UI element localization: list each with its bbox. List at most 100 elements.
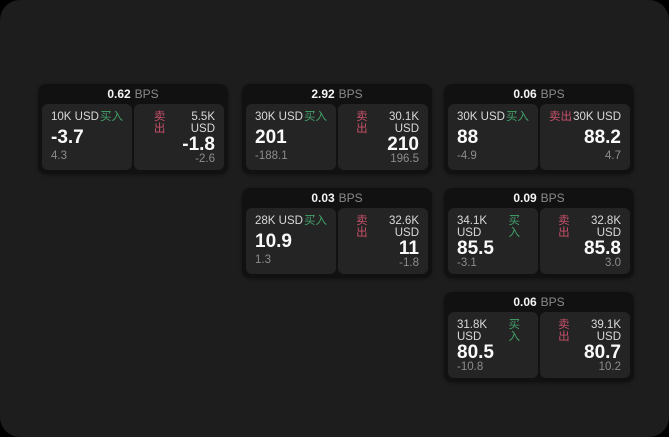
- buy-delta: 1.3: [255, 253, 271, 266]
- buy-quote-panel[interactable]: 28K USD 买入 10.9 1.3: [246, 208, 336, 274]
- buy-quote-panel[interactable]: 10K USD 买入 -3.7 4.3: [42, 104, 132, 170]
- sell-amount: 32.8K USD: [590, 215, 621, 239]
- sell-amount: 5.5K USD: [190, 111, 215, 135]
- bps-unit-label: BPS: [338, 87, 363, 101]
- spread-card: 0.06 BPS 31.8K USD 买入 80.5 -10.8 卖出 39.1…: [444, 292, 634, 382]
- buy-delta: -4.9: [457, 149, 477, 162]
- buy-panel-header: 28K USD 买入: [255, 215, 327, 228]
- spread-value: 0.03: [311, 191, 335, 205]
- spread-card: 2.92 BPS 30K USD 买入 201 -188.1 卖出 30.1K …: [242, 84, 432, 174]
- sell-side-label: 卖出: [558, 319, 570, 343]
- quote-panels: 30K USD 买入 201 -188.1 卖出 30.1K USD 210 1…: [242, 104, 432, 174]
- spread-header: 0.06 BPS: [444, 84, 634, 104]
- sell-quote-panel[interactable]: 卖出 30K USD 88.2 4.7: [540, 104, 630, 170]
- sell-panel-header: 卖出 30K USD: [549, 111, 621, 124]
- sell-amount: 30.1K USD: [388, 111, 419, 135]
- quote-panels: 34.1K USD 买入 85.5 -3.1 卖出 32.8K USD 85.8…: [444, 208, 634, 278]
- sell-delta: 10.2: [598, 361, 621, 373]
- spread-header: 0.62 BPS: [38, 84, 228, 104]
- bps-unit-label: BPS: [540, 295, 565, 309]
- buy-side-label: 买入: [100, 111, 123, 123]
- sell-delta: -1.8: [399, 257, 419, 269]
- buy-price: 80.5: [457, 342, 494, 363]
- bps-unit-label: BPS: [540, 87, 565, 101]
- buy-amount: 30K USD: [457, 111, 505, 123]
- bps-unit-label: BPS: [540, 191, 565, 205]
- quote-panels: 31.8K USD 买入 80.5 -10.8 卖出 39.1K USD 80.…: [444, 312, 634, 382]
- buy-delta: -188.1: [255, 149, 288, 162]
- sell-amount: 39.1K USD: [590, 319, 621, 343]
- sell-price: 11: [398, 238, 419, 259]
- buy-price: 10.9: [255, 230, 292, 252]
- sell-side-label: 卖出: [153, 111, 166, 135]
- buy-price: 85.5: [457, 238, 494, 259]
- sell-delta: -2.6: [195, 153, 215, 165]
- quote-panels: 10K USD 买入 -3.7 4.3 卖出 5.5K USD -1.8 -2.…: [38, 104, 228, 174]
- sell-delta: 196.5: [390, 153, 419, 165]
- spread-card: 0.06 BPS 30K USD 买入 88 -4.9 卖出 30K USD 8…: [444, 84, 634, 174]
- buy-amount: 28K USD: [255, 215, 303, 227]
- sell-delta: 4.7: [605, 149, 621, 162]
- spread-value: 2.92: [311, 87, 335, 101]
- sell-side-label: 卖出: [558, 215, 570, 239]
- bps-unit-label: BPS: [338, 191, 363, 205]
- buy-quote-panel[interactable]: 30K USD 买入 201 -188.1: [246, 104, 336, 170]
- spread-value: 0.06: [513, 295, 537, 309]
- sell-panel-header: 卖出 39.1K USD: [549, 319, 621, 343]
- buy-delta: -3.1: [457, 257, 477, 269]
- buy-panel-header: 30K USD 买入: [457, 111, 529, 124]
- sell-price: -1.8: [182, 134, 215, 155]
- buy-quote-panel[interactable]: 34.1K USD 买入 85.5 -3.1: [448, 208, 538, 274]
- sell-amount: 32.6K USD: [388, 215, 419, 239]
- buy-amount: 10K USD: [51, 111, 99, 123]
- buy-price: 201: [255, 126, 287, 148]
- sell-quote-panel[interactable]: 卖出 39.1K USD 80.7 10.2: [540, 312, 630, 378]
- buy-amount: 34.1K USD: [457, 215, 488, 239]
- sell-quote-panel[interactable]: 卖出 5.5K USD -1.8 -2.6: [134, 104, 224, 170]
- spread-value: 0.09: [513, 191, 537, 205]
- buy-delta: 4.3: [51, 149, 67, 162]
- buy-panel-header: 10K USD 买入: [51, 111, 123, 124]
- buy-amount: 30K USD: [255, 111, 303, 123]
- buy-side-label: 买入: [304, 215, 327, 227]
- bps-unit-label: BPS: [134, 87, 159, 101]
- buy-quote-panel[interactable]: 30K USD 买入 88 -4.9: [448, 104, 538, 170]
- spread-header: 0.09 BPS: [444, 188, 634, 208]
- sell-price: 80.7: [584, 342, 621, 363]
- sell-amount: 30K USD: [573, 111, 621, 123]
- buy-side-label: 买入: [508, 215, 520, 239]
- buy-quote-panel[interactable]: 31.8K USD 买入 80.5 -10.8: [448, 312, 538, 378]
- spread-header: 2.92 BPS: [242, 84, 432, 104]
- sell-panel-header: 卖出 32.8K USD: [549, 215, 621, 239]
- quote-panels: 28K USD 买入 10.9 1.3 卖出 32.6K USD 11 -1.8: [242, 208, 432, 278]
- sell-panel-header: 卖出 30.1K USD: [347, 111, 419, 135]
- spread-value: 0.62: [107, 87, 131, 101]
- spread-header: 0.03 BPS: [242, 188, 432, 208]
- sell-price: 210: [387, 134, 419, 155]
- buy-side-label: 买入: [304, 111, 327, 123]
- buy-side-label: 买入: [506, 111, 529, 123]
- sell-side-label: 卖出: [356, 215, 368, 239]
- buy-panel-header: 30K USD 买入: [255, 111, 327, 124]
- sell-price: 85.8: [584, 238, 621, 259]
- spread-card: 0.03 BPS 28K USD 买入 10.9 1.3 卖出 32.6K US…: [242, 188, 432, 278]
- buy-amount: 31.8K USD: [457, 319, 488, 343]
- spread-value: 0.06: [513, 87, 537, 101]
- sell-side-label: 卖出: [356, 111, 368, 135]
- sell-panel-header: 卖出 32.6K USD: [347, 215, 419, 239]
- sell-quote-panel[interactable]: 卖出 32.8K USD 85.8 3.0: [540, 208, 630, 274]
- buy-side-label: 买入: [508, 319, 520, 343]
- buy-price: 88: [457, 126, 479, 148]
- sell-panel-header: 卖出 5.5K USD: [143, 111, 215, 135]
- buy-delta: -10.8: [457, 361, 484, 373]
- sell-delta: 3.0: [605, 257, 621, 269]
- spread-card: 0.09 BPS 34.1K USD 买入 85.5 -3.1 卖出 32.8K…: [444, 188, 634, 278]
- sell-quote-panel[interactable]: 卖出 30.1K USD 210 196.5: [338, 104, 428, 170]
- sell-quote-panel[interactable]: 卖出 32.6K USD 11 -1.8: [338, 208, 428, 274]
- quote-panels: 30K USD 买入 88 -4.9 卖出 30K USD 88.2 4.7: [444, 104, 634, 174]
- sell-price: 88.2: [584, 126, 621, 148]
- buy-panel-header: 34.1K USD 买入: [457, 215, 529, 239]
- buy-price: -3.7: [51, 126, 84, 148]
- buy-panel-header: 31.8K USD 买入: [457, 319, 529, 343]
